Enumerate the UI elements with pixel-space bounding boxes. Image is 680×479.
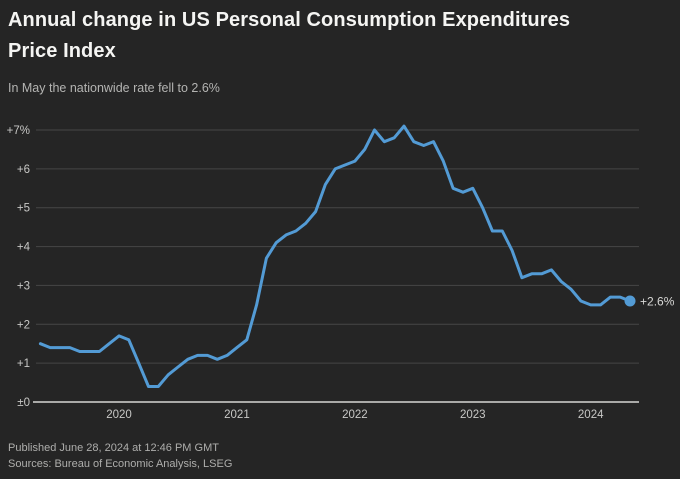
x-axis-tick-label: 2021 (224, 409, 250, 421)
y-axis-tick-label: +5 (17, 203, 30, 215)
published-timestamp: Published June 28, 2024 at 12:46 PM GMT (8, 442, 219, 454)
x-axis-tick-label: 2020 (106, 409, 132, 421)
y-axis-tick-label: +4 (17, 242, 31, 254)
sources-line: Sources: Bureau of Economic Analysis, LS… (8, 458, 233, 470)
y-axis-tick-label: +2 (17, 319, 30, 331)
y-axis-tick-label: +1 (17, 358, 30, 370)
chart-footer: Published June 28, 2024 at 12:46 PM GMT … (8, 440, 232, 472)
x-axis-tick-label: 2023 (460, 409, 486, 421)
y-axis-tick-label: +6 (17, 164, 30, 176)
y-axis-tick-label: +3 (17, 280, 30, 292)
latest-value-dot (624, 295, 636, 307)
y-axis-tick-label: +7% (7, 125, 30, 137)
chart-title: Annual change in US Personal Consumption… (8, 9, 571, 62)
pce-line (38, 124, 632, 388)
chart-subtitle: In May the nationwide rate fell to 2.6% (8, 81, 220, 95)
x-axis-tick-label: 2024 (578, 409, 604, 421)
y-axis-tick-label: ±0 (17, 397, 30, 409)
x-axis-tick-label: 2022 (342, 409, 368, 421)
latest-value-label: +2.6% (640, 294, 675, 308)
